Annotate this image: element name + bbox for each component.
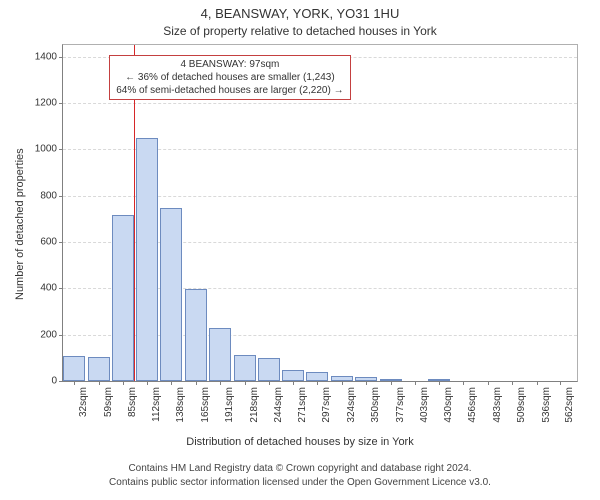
caption-line-1: Contains HM Land Registry data © Crown c… bbox=[0, 462, 600, 476]
x-tick-label: 562sqm bbox=[564, 387, 575, 423]
x-tick-label: 218sqm bbox=[249, 387, 260, 423]
y-tick-label: 0 bbox=[51, 376, 57, 387]
x-tick-label: 165sqm bbox=[200, 387, 211, 423]
x-tick bbox=[560, 381, 561, 385]
caption: Contains HM Land Registry data © Crown c… bbox=[0, 462, 600, 489]
y-tick bbox=[59, 103, 63, 104]
annotation-box: 4 BEANSWAY: 97sqm← 36% of detached house… bbox=[109, 55, 350, 100]
x-tick bbox=[415, 381, 416, 385]
x-tick-label: 403sqm bbox=[419, 387, 430, 423]
y-tick bbox=[59, 335, 63, 336]
y-tick-label: 1200 bbox=[35, 97, 57, 108]
annotation-line: ← 36% of detached houses are smaller (1,… bbox=[116, 71, 343, 84]
x-tick bbox=[171, 381, 172, 385]
y-tick-label: 1000 bbox=[35, 144, 57, 155]
y-tick-label: 600 bbox=[40, 236, 57, 247]
histogram-bar bbox=[209, 328, 231, 381]
x-tick bbox=[147, 381, 148, 385]
histogram-bar bbox=[160, 208, 182, 381]
x-tick bbox=[220, 381, 221, 385]
chart-subtitle: Size of property relative to detached ho… bbox=[0, 24, 600, 38]
x-tick bbox=[99, 381, 100, 385]
x-tick bbox=[391, 381, 392, 385]
y-tick-label: 400 bbox=[40, 283, 57, 294]
annotation-line: 4 BEANSWAY: 97sqm bbox=[116, 58, 343, 71]
x-tick-label: 85sqm bbox=[127, 387, 138, 417]
x-tick-label: 377sqm bbox=[395, 387, 406, 423]
y-tick bbox=[59, 242, 63, 243]
gridline bbox=[63, 103, 577, 104]
x-tick-label: 244sqm bbox=[273, 387, 284, 423]
x-tick-label: 536sqm bbox=[541, 387, 552, 423]
y-tick bbox=[59, 288, 63, 289]
x-tick bbox=[123, 381, 124, 385]
histogram-bar bbox=[185, 289, 207, 381]
x-tick-label: 112sqm bbox=[151, 387, 162, 422]
figure: 4, BEANSWAY, YORK, YO31 1HU Size of prop… bbox=[0, 0, 600, 500]
y-tick bbox=[59, 196, 63, 197]
x-tick-label: 59sqm bbox=[103, 387, 114, 417]
annotation-line: 64% of semi-detached houses are larger (… bbox=[116, 84, 343, 97]
chart-title: 4, BEANSWAY, YORK, YO31 1HU bbox=[0, 6, 600, 21]
histogram-bar bbox=[234, 355, 256, 381]
x-tick bbox=[269, 381, 270, 385]
x-tick bbox=[366, 381, 367, 385]
x-tick bbox=[293, 381, 294, 385]
x-tick-label: 32sqm bbox=[78, 387, 89, 417]
histogram-bar bbox=[63, 356, 85, 381]
x-tick-label: 191sqm bbox=[224, 387, 235, 423]
y-tick-label: 1400 bbox=[35, 51, 57, 62]
y-tick-label: 200 bbox=[40, 329, 57, 340]
x-tick bbox=[342, 381, 343, 385]
x-tick bbox=[488, 381, 489, 385]
x-tick-label: 138sqm bbox=[175, 387, 186, 423]
x-tick-label: 350sqm bbox=[370, 387, 381, 423]
y-axis-label: Number of detached properties bbox=[14, 148, 26, 300]
y-tick-label: 800 bbox=[40, 190, 57, 201]
x-tick bbox=[537, 381, 538, 385]
x-tick bbox=[512, 381, 513, 385]
x-tick-label: 483sqm bbox=[492, 387, 503, 423]
x-axis-label: Distribution of detached houses by size … bbox=[0, 436, 600, 448]
x-tick bbox=[245, 381, 246, 385]
histogram-bar bbox=[306, 372, 328, 381]
x-tick bbox=[439, 381, 440, 385]
plot-area: 020040060080010001200140032sqm59sqm85sqm… bbox=[62, 44, 578, 382]
histogram-bar bbox=[88, 357, 110, 381]
x-tick bbox=[463, 381, 464, 385]
caption-line-2: Contains public sector information licen… bbox=[0, 476, 600, 490]
histogram-bar bbox=[282, 370, 304, 381]
x-tick-label: 456sqm bbox=[467, 387, 478, 423]
y-tick bbox=[59, 381, 63, 382]
histogram-bar bbox=[136, 138, 158, 381]
x-tick bbox=[74, 381, 75, 385]
x-tick bbox=[317, 381, 318, 385]
x-tick-label: 509sqm bbox=[516, 387, 527, 423]
histogram-bar bbox=[112, 215, 134, 381]
x-tick-label: 324sqm bbox=[346, 387, 357, 423]
x-tick-label: 297sqm bbox=[321, 387, 332, 423]
y-tick bbox=[59, 57, 63, 58]
y-tick bbox=[59, 149, 63, 150]
x-tick-label: 430sqm bbox=[443, 387, 454, 423]
histogram-bar bbox=[258, 358, 280, 381]
x-tick-label: 271sqm bbox=[297, 387, 308, 423]
x-tick bbox=[196, 381, 197, 385]
